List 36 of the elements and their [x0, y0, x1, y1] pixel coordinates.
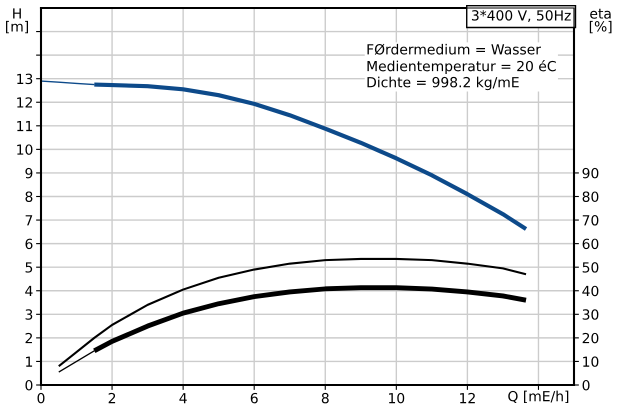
- y-tick-label: 1: [26, 356, 32, 367]
- y-tick-label: 7: [26, 215, 32, 226]
- y2-tick-label: 10: [583, 356, 598, 367]
- annotation: 3*400 V, 50Hz: [472, 10, 571, 22]
- annotation: FØrdermedium = Wasser Medientemperatur = 20 éC Dichte = 998.2 kg/mE: [367, 44, 556, 90]
- y2-tick-label: 90: [582, 168, 598, 178]
- y-tick-label: 3: [26, 309, 32, 320]
- x-tick-label: 12: [460, 392, 475, 404]
- y2-tick-label: 0: [582, 380, 590, 390]
- x-tick-label: 8: [322, 392, 329, 404]
- y2-tick-label: 50: [582, 262, 598, 273]
- y-tick-label: 10: [17, 144, 32, 155]
- y-tick-label: 4: [25, 286, 33, 296]
- y-tick-label: 6: [25, 238, 32, 250]
- y-axis-title: H [m]: [6, 8, 28, 34]
- x-tick-label: 4: [179, 393, 187, 404]
- x-tick-label: 10: [389, 392, 404, 404]
- y2-tick-label: 40: [582, 286, 598, 296]
- x-tick-label: 2: [108, 392, 116, 404]
- y2-tick-label: 80: [582, 191, 598, 202]
- x-tick-label: 6: [250, 392, 258, 404]
- x-tick-label: 0: [37, 392, 44, 404]
- x-axis-title: Q [mE/h]: [508, 390, 568, 404]
- y2-tick-label: 60: [582, 238, 598, 250]
- y-tick-label: 9: [25, 168, 32, 178]
- y2-tick-label: 20: [582, 332, 598, 344]
- y-tick-label: 13: [17, 74, 32, 84]
- y-tick-label: 5: [26, 262, 32, 273]
- y-tick-label: 2: [26, 332, 32, 344]
- y-tick-label: 11: [17, 120, 32, 132]
- y2-axis-title: eta [%]: [590, 8, 612, 34]
- y-tick-label: 8: [25, 191, 32, 202]
- y2-tick-label: 70: [582, 215, 598, 226]
- y-tick-label: 12: [17, 97, 32, 108]
- y-tick-label: 0: [25, 380, 32, 390]
- y2-tick-label: 30: [582, 309, 598, 320]
